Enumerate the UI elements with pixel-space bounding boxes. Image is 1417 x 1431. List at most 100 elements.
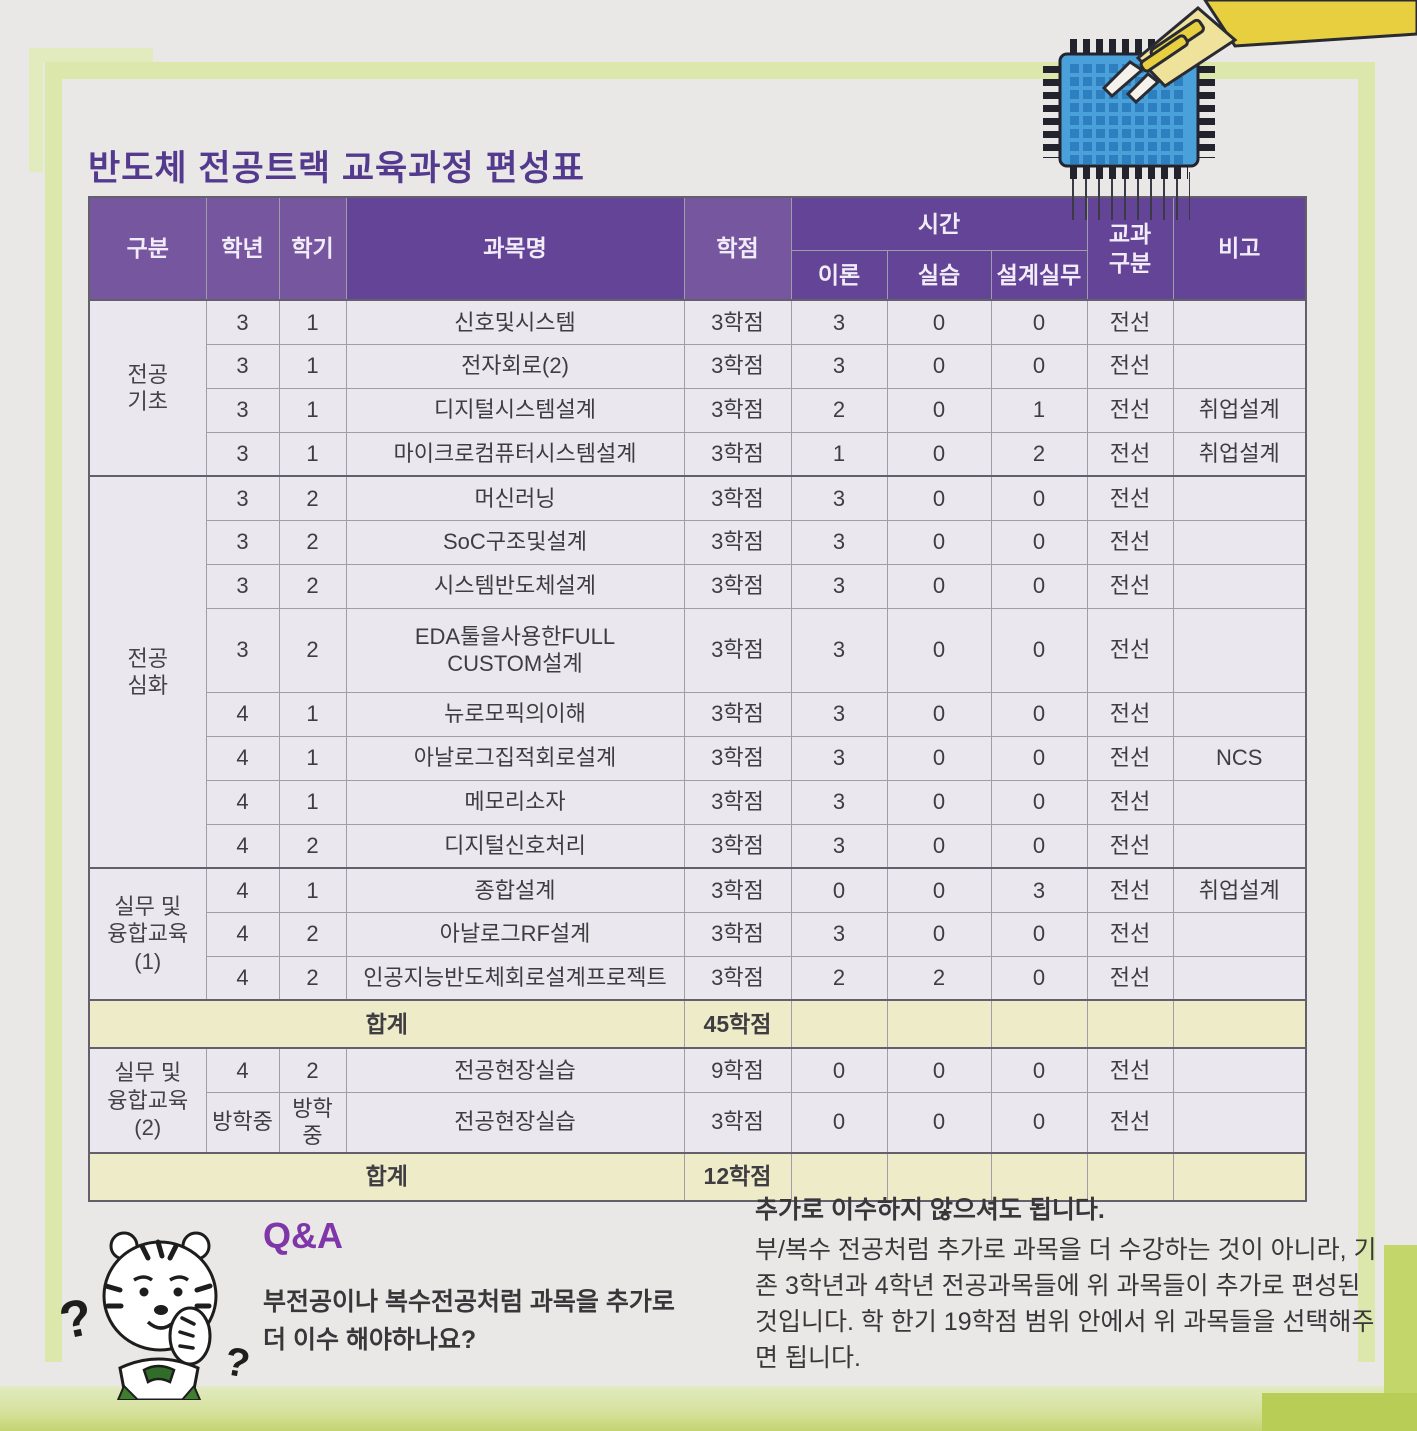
design-cell: 0 [990,823,1088,869]
semester-cell: 1 [278,691,347,737]
semester-cell: 1 [278,387,347,433]
design-cell: 0 [990,299,1088,345]
year-cell: 4 [205,691,280,737]
semester-cell: 방학중 [278,1091,347,1153]
total-row: 합계 45학점 [88,999,1307,1049]
practice-cell: 0 [886,823,992,869]
bottom-green-band [0,1386,1417,1431]
year-cell: 4 [205,823,280,869]
qa-heading: Q&A [263,1215,343,1256]
practice-cell: 0 [886,475,992,521]
course-row: 4 2 인공지능반도체회로설계프로젝트 3학점 2 2 0 전선 [89,955,1307,1001]
type-cell: 전선 [1086,475,1174,521]
qa-answer: 추가로 이수하지 않으셔도 됩니다. 부/복수 전공처럼 추가로 과목을 더 수… [755,1190,1383,1376]
semester-cell: 2 [278,475,347,521]
course-row: 4 1 메모리소자 3학점 3 0 0 전선 [89,779,1307,825]
table-header: 구분 학년 학기 과목명 학점 시간 교과 구분 비고 이론 실습 설계실무 [88,196,1307,301]
year-cell: 4 [205,779,280,825]
type-cell: 전선 [1086,911,1174,957]
type-cell: 전선 [1086,607,1174,693]
theory-cell: 3 [790,519,888,565]
year-cell: 3 [205,607,280,693]
credits-cell: 3학점 [683,475,792,521]
note-cell [1172,823,1307,869]
empty-type-cell [1086,1151,1174,1202]
theory-cell: 1 [790,431,888,477]
qa-answer-body: 부/복수 전공처럼 추가로 과목을 더 수강하는 것이 아니라, 기존 3학년과… [755,1236,1377,1372]
note-cell [1172,563,1307,609]
total-row: 합계 12학점 [88,1151,1307,1202]
theory-cell: 2 [790,955,888,1001]
practice-cell: 0 [886,779,992,825]
design-cell: 0 [990,691,1088,737]
header-credits: 학점 [683,196,792,301]
year-cell: 3 [205,563,280,609]
course-row: 실무 및 융합교육 (1) 4 1 종합설계 3학점 0 0 3 전선 취업설계 [88,867,1307,1001]
curriculum-table: 구분 학년 학기 과목명 학점 시간 교과 구분 비고 이론 실습 설계실무 전… [88,196,1307,1202]
empty-design-cell [990,1151,1088,1202]
practice-cell: 0 [886,911,992,957]
course-row: 3 2 SoC구조및설계 3학점 3 0 0 전선 [89,519,1307,565]
practice-cell: 0 [886,1091,992,1153]
type-cell: 전선 [1086,387,1174,433]
empty-practice-cell [886,999,992,1049]
credits-cell: 9학점 [683,1047,792,1093]
design-cell: 0 [990,955,1088,1001]
theory-cell: 3 [790,779,888,825]
frame-right-band [1358,62,1375,1362]
year-cell: 4 [205,1047,280,1093]
course-cell: 전공현장실습 [345,1091,685,1153]
note-cell [1172,475,1307,521]
total-label-cell: 합계 [88,1151,685,1202]
semester-cell: 2 [278,563,347,609]
semester-cell: 1 [278,431,347,477]
note-cell: 취업설계 [1172,867,1307,913]
credits-cell: 3학점 [683,779,792,825]
semester-cell: 2 [278,955,347,1001]
header-category: 구분 [88,196,207,301]
year-cell: 4 [205,955,280,1001]
design-cell: 0 [990,343,1088,389]
course-cell: 메모리소자 [345,779,685,825]
category-cell: 전공 기초 [88,299,207,477]
course-row: 전공 기초 3 1 신호및시스템 3학점 3 0 0 전선 [88,299,1307,477]
course-row: 3 1 전자회로(2) 3학점 3 0 0 전선 [89,343,1307,389]
header-year: 학년 [205,196,280,301]
note-cell: 취업설계 [1172,387,1307,433]
course-cell: 아날로그RF설계 [345,911,685,957]
qa-answer-title: 추가로 이수하지 않으셔도 됩니다. [755,1196,1105,1224]
credits-cell: 3학점 [683,431,792,477]
category-cell: 실무 및 융합교육 (1) [88,867,207,1001]
credits-cell: 3학점 [683,1091,792,1153]
note-cell [1172,343,1307,389]
theory-cell: 3 [790,299,888,345]
course-row: 4 2 디지털신호처리 3학점 3 0 0 전선 [89,823,1307,869]
note-cell [1172,607,1307,693]
practice-cell: 0 [886,519,992,565]
header-semester: 학기 [278,196,347,301]
note-cell [1172,955,1307,1001]
course-cell: 인공지능반도체회로설계프로젝트 [345,955,685,1001]
course-cell: 전자회로(2) [345,343,685,389]
credits-cell: 3학점 [683,563,792,609]
design-cell: 0 [990,735,1088,781]
theory-cell: 0 [790,867,888,913]
credits-cell: 3학점 [683,607,792,693]
year-cell: 3 [205,431,280,477]
note-cell [1172,299,1307,345]
design-cell: 0 [990,563,1088,609]
semester-cell: 1 [278,299,347,345]
course-cell: 신호및시스템 [345,299,685,345]
credits-cell: 3학점 [683,867,792,913]
semester-cell: 2 [278,1047,347,1093]
empty-design-cell [990,999,1088,1049]
empty-type-cell [1086,999,1174,1049]
year-cell: 3 [205,387,280,433]
course-row: 3 2 시스템반도체설계 3학점 3 0 0 전선 [89,563,1307,609]
course-row: 4 2 아날로그RF설계 3학점 3 0 0 전선 [89,911,1307,957]
theory-cell: 3 [790,691,888,737]
type-cell: 전선 [1086,735,1174,781]
practice-cell: 0 [886,607,992,693]
type-cell: 전선 [1086,1047,1174,1093]
